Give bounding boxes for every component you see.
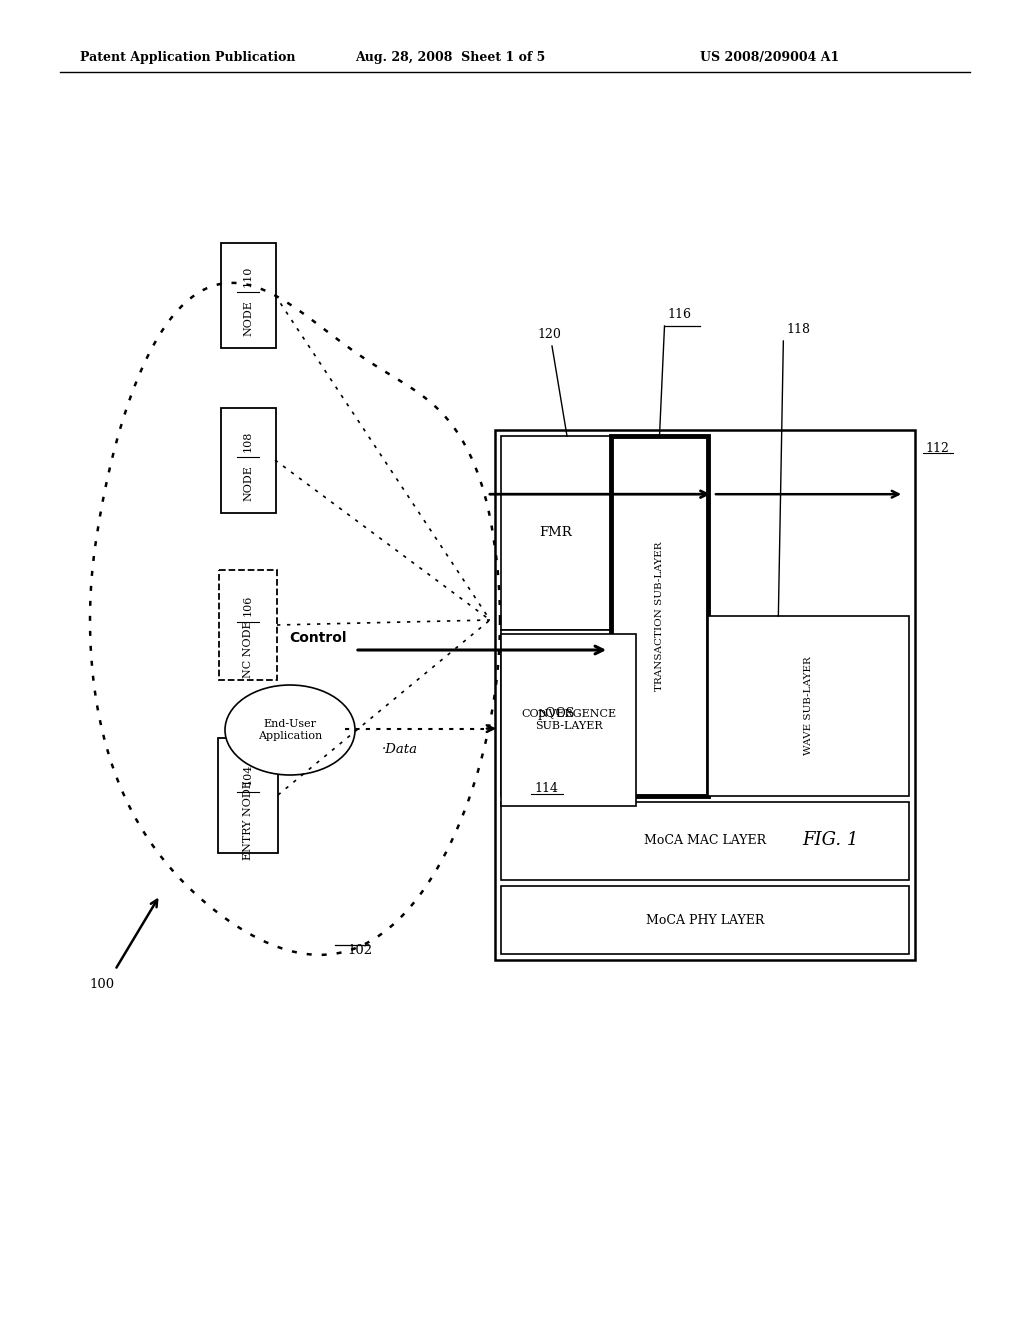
Text: 102: 102 — [347, 944, 373, 957]
Text: Aug. 28, 2008  Sheet 1 of 5: Aug. 28, 2008 Sheet 1 of 5 — [355, 51, 545, 65]
Text: Control: Control — [290, 631, 347, 645]
Bar — [501, 436, 611, 630]
Text: End-User
Application: End-User Application — [258, 719, 323, 741]
Bar — [501, 634, 636, 807]
Text: TRANSACTION SUB-LAYER: TRANSACTION SUB-LAYER — [655, 541, 664, 690]
Text: Patent Application Publication: Patent Application Publication — [80, 51, 296, 65]
Text: ·Data: ·Data — [382, 743, 418, 755]
Bar — [611, 436, 708, 796]
Text: 120: 120 — [537, 327, 561, 341]
Bar — [501, 886, 909, 954]
Bar — [219, 570, 278, 680]
Bar — [708, 616, 909, 796]
Text: FMR: FMR — [540, 527, 572, 540]
Bar — [495, 430, 915, 960]
Text: NODE: NODE — [243, 465, 253, 502]
Bar — [501, 803, 909, 880]
Text: 116: 116 — [668, 308, 691, 321]
Text: 114: 114 — [534, 781, 558, 795]
Text: 100: 100 — [89, 978, 115, 991]
Text: US 2008/209004 A1: US 2008/209004 A1 — [700, 51, 840, 65]
Text: WAVE SUB-LAYER: WAVE SUB-LAYER — [804, 656, 813, 755]
Text: NODE: NODE — [243, 300, 253, 337]
Text: 106: 106 — [243, 594, 253, 616]
Bar — [220, 408, 275, 512]
Text: MoCA MAC LAYER: MoCA MAC LAYER — [644, 834, 766, 847]
Text: FIG. 1: FIG. 1 — [802, 832, 858, 849]
Text: NC NODE: NC NODE — [243, 620, 253, 678]
Text: MoCA PHY LAYER: MoCA PHY LAYER — [646, 913, 764, 927]
Bar — [501, 630, 611, 796]
Bar — [218, 738, 278, 853]
Text: pQOS: pQOS — [538, 706, 574, 719]
Text: 110: 110 — [243, 265, 253, 286]
Text: 104: 104 — [243, 763, 253, 785]
Text: ENTRY NODE: ENTRY NODE — [243, 780, 253, 861]
Text: CONVERGENCE
SUB-LAYER: CONVERGENCE SUB-LAYER — [521, 709, 616, 731]
Ellipse shape — [225, 685, 355, 775]
Text: 112: 112 — [925, 441, 949, 454]
Text: 118: 118 — [786, 323, 810, 337]
Bar — [220, 243, 275, 347]
Text: 108: 108 — [243, 430, 253, 451]
